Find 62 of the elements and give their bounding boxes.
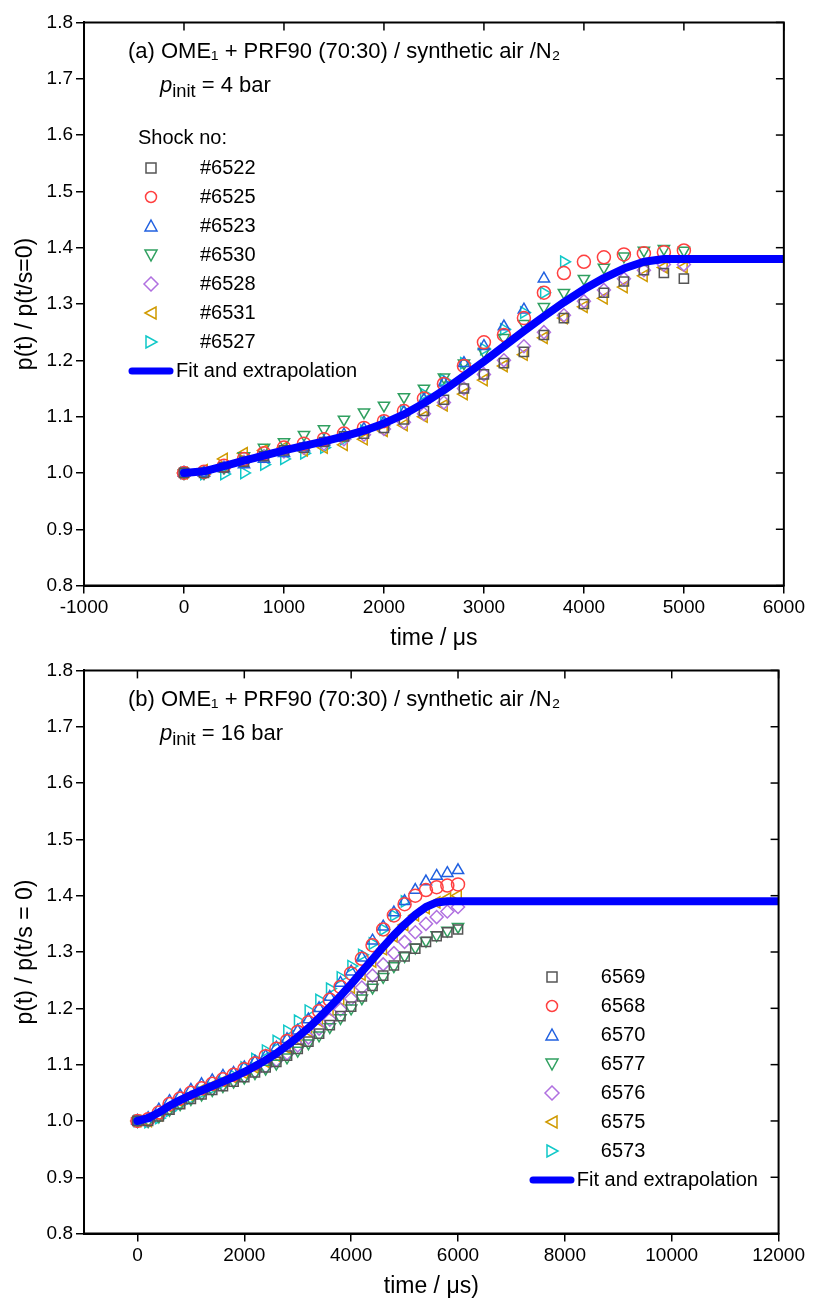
- x-tick-label: 12000: [752, 1244, 805, 1266]
- y-tick-label: 1.1: [46, 404, 74, 426]
- y-tick-label: 0.8: [46, 573, 74, 595]
- legend-label: #6528: [200, 272, 256, 295]
- legend-label: 6570: [600, 1023, 646, 1046]
- y-tick-label: 1.4: [46, 235, 74, 257]
- legend-label: #6530: [200, 243, 256, 266]
- legend-label: 6569: [600, 965, 646, 988]
- annotation: p$_{init}$ = 16 bar: [158, 719, 285, 752]
- y-tick-label: 1.3: [46, 940, 74, 962]
- y-tick-label: 0.9: [46, 1165, 74, 1187]
- x-axis-title: time / μs): [383, 1271, 479, 1298]
- legend-label: #6525: [200, 185, 256, 208]
- y-tick-label: 1.3: [46, 292, 74, 314]
- x-tick-label: 5000: [662, 596, 706, 618]
- y-axis-title: p(t) / p(t/s=0): [11, 237, 38, 371]
- legend-label: 6573: [600, 1139, 646, 1162]
- y-tick-label: 1.8: [46, 10, 74, 32]
- legend-label: #6523: [200, 214, 256, 237]
- x-tick-label: 1000: [262, 596, 306, 618]
- legend-label: 6577: [600, 1052, 646, 1075]
- annotation: (a) OME₁ + PRF90 (70:30) / synthetic air /N₂: [128, 37, 561, 65]
- y-axis-title: p(t) / p(t/s = 0): [11, 879, 38, 1025]
- x-tick-label: 8000: [543, 1244, 587, 1266]
- x-tick-label: -1000: [59, 596, 109, 618]
- x-tick-label: 2000: [362, 596, 406, 618]
- legend-label: #6527: [200, 330, 256, 353]
- y-tick-label: 1.4: [46, 883, 74, 905]
- y-tick-label: 1.7: [46, 714, 74, 736]
- y-tick-label: 1.1: [46, 1052, 74, 1074]
- legend-label: 6568: [600, 994, 646, 1017]
- x-tick-label: 3000: [462, 596, 506, 618]
- legend-label: 6576: [600, 1081, 646, 1104]
- x-tick-label: 0: [132, 1244, 143, 1266]
- y-tick-label: 1.5: [46, 827, 74, 849]
- legend-label: #6531: [200, 301, 256, 324]
- y-tick-label: 1.6: [46, 123, 74, 145]
- legend-title: Shock no:: [138, 126, 228, 149]
- x-tick-label: 0: [178, 596, 190, 618]
- legend-label: 6575: [600, 1110, 646, 1133]
- y-tick-label: 0.8: [46, 1221, 74, 1243]
- y-tick-label: 0.9: [46, 517, 74, 539]
- x-tick-label: 6000: [762, 596, 806, 618]
- legend-label: #6522: [200, 156, 256, 179]
- x-axis-title: time / μs: [390, 623, 478, 650]
- x-tick-label: 4000: [562, 596, 606, 618]
- y-tick-label: 1.2: [46, 996, 74, 1018]
- x-tick-label: 4000: [330, 1244, 373, 1266]
- y-tick-label: 1.0: [46, 1109, 74, 1131]
- annotation: (b) OME₁ + PRF90 (70:30) / synthetic air /N₂: [128, 685, 561, 713]
- y-tick-label: 1.7: [46, 66, 74, 88]
- x-tick-label: 6000: [436, 1244, 480, 1266]
- x-tick-label: 10000: [645, 1244, 699, 1266]
- legend-label: Fit and extrapolation: [176, 359, 358, 382]
- legend-label: Fit and extrapolation: [576, 1168, 758, 1191]
- y-tick-label: 1.5: [46, 179, 74, 201]
- y-tick-label: 1.0: [46, 461, 74, 483]
- x-tick-label: 2000: [223, 1244, 266, 1266]
- y-tick-label: 1.6: [46, 771, 74, 793]
- y-tick-label: 1.2: [46, 348, 74, 370]
- annotation: p$_{init}$ = 4 bar: [158, 71, 272, 104]
- y-tick-label: 1.8: [46, 658, 74, 680]
